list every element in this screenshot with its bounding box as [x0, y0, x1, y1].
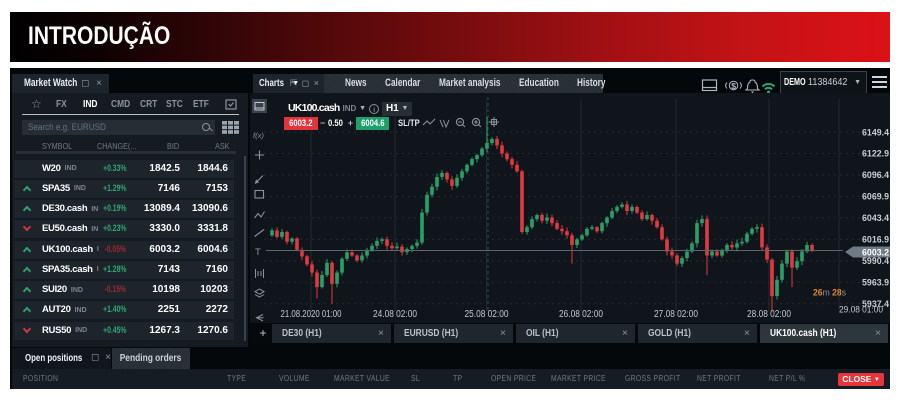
svg-text:6149.4: 6149.4 [862, 127, 890, 138]
svg-text:29.08 01:00: 29.08 01:00 [839, 304, 883, 314]
svg-text:5937.4: 5937.4 [862, 299, 890, 310]
svg-text:21.08.2020 01:00: 21.08.2020 01:00 [281, 309, 342, 320]
svg-text:f(x): f(x) [253, 131, 264, 140]
svg-text:T: T [255, 247, 261, 258]
svg-text:25.08 02:00: 25.08 02:00 [465, 309, 509, 320]
svg-text:27.08 02:00: 27.08 02:00 [654, 309, 698, 320]
svg-text:24.08 02:00: 24.08 02:00 [373, 309, 417, 320]
svg-text:26m 28s: 26m 28s [813, 287, 846, 298]
svg-text:6122.9: 6122.9 [862, 149, 889, 160]
svg-text:6096.4: 6096.4 [862, 170, 890, 181]
svg-text:6003.2: 6003.2 [862, 247, 889, 258]
svg-text:6043.4: 6043.4 [862, 213, 890, 224]
svg-text:5990.4: 5990.4 [862, 256, 890, 267]
svg-text:26.08 02:00: 26.08 02:00 [559, 309, 603, 320]
svg-text:6016.9: 6016.9 [862, 235, 889, 246]
svg-text:28.08 02:00: 28.08 02:00 [747, 309, 791, 320]
svg-text:$: $ [731, 81, 736, 91]
svg-text:5963.9: 5963.9 [862, 278, 889, 289]
svg-text:6069.9: 6069.9 [862, 192, 889, 203]
